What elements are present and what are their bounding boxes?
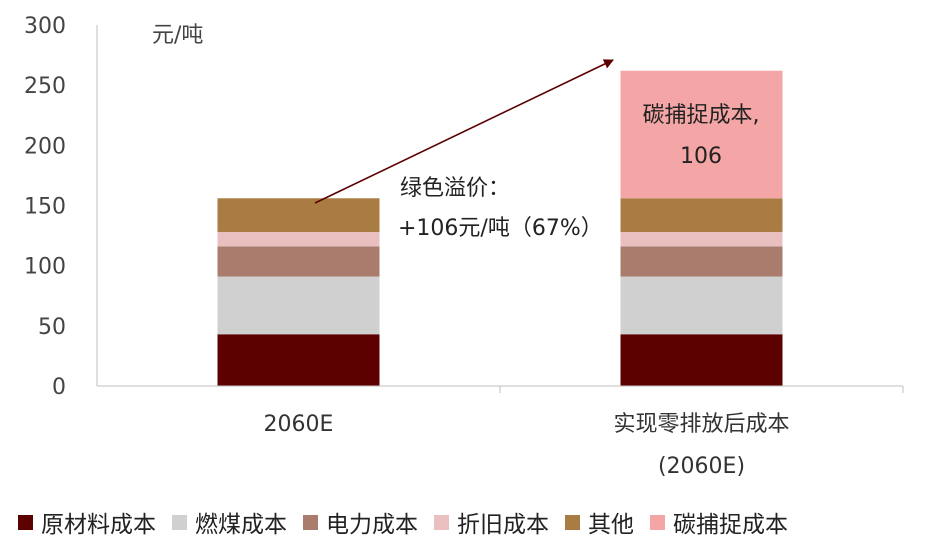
legend-label: 碳捕捉成本 <box>673 512 788 538</box>
legend-label: 折旧成本 <box>457 512 549 538</box>
y-tick-label: 200 <box>24 134 66 159</box>
legend: 原材料成本 燃煤成本 电力成本 折旧成本 其他 碳捕捉成本 <box>18 505 804 539</box>
y-tick-label: 300 <box>24 14 66 39</box>
x-category-sublabel: (2060E) <box>658 454 745 479</box>
bar-segment <box>620 70 783 199</box>
legend-swatch <box>303 514 318 530</box>
premium-value: +106元/吨（67%） <box>398 216 603 241</box>
legend-swatch <box>172 514 187 530</box>
legend-item: 碳捕捉成本 <box>650 505 788 539</box>
bar-segment <box>620 334 783 386</box>
legend-label: 原材料成本 <box>41 512 156 538</box>
bar-segment <box>620 198 783 232</box>
bar-segment <box>217 276 380 335</box>
carbon-capture-bar-value: 106 <box>680 144 722 169</box>
legend-label: 电力成本 <box>326 512 418 538</box>
bar-segment <box>217 231 380 247</box>
legend-item: 燃煤成本 <box>172 505 287 539</box>
y-tick-label: 150 <box>24 195 66 220</box>
legend-swatch <box>18 514 33 530</box>
bar-segment <box>620 276 783 335</box>
bar-segment <box>217 334 380 386</box>
unit-label: 元/吨 <box>152 23 203 48</box>
y-tick-label: 50 <box>38 315 66 340</box>
premium-label: 绿色溢价： <box>400 176 510 201</box>
x-category-label: 实现零排放后成本 <box>613 412 789 437</box>
legend-label: 燃煤成本 <box>195 512 287 538</box>
bar-segment <box>217 246 380 277</box>
bar-segment <box>217 198 380 232</box>
legend-item: 原材料成本 <box>18 505 156 539</box>
legend-item: 折旧成本 <box>434 505 549 539</box>
carbon-capture-bar-label: 碳捕捉成本, <box>643 103 760 128</box>
y-tick-label: 100 <box>24 255 66 280</box>
y-tick-label: 250 <box>24 74 66 99</box>
x-category-label: 2060E <box>264 412 334 437</box>
legend-item: 其他 <box>565 505 634 539</box>
legend-swatch <box>650 514 665 530</box>
legend-item: 电力成本 <box>303 505 418 539</box>
bar-segment <box>620 231 783 247</box>
legend-swatch <box>434 514 449 530</box>
legend-swatch <box>565 514 580 530</box>
stacked-bar-chart: 0 50 100 150 200 250 300 元/吨 2060E 实现零排放后成本 (206… <box>24 14 904 479</box>
premium-arrow <box>314 59 614 204</box>
bar-segment <box>620 246 783 277</box>
y-tick-label: 0 <box>52 375 66 400</box>
legend-label: 其他 <box>588 512 634 538</box>
